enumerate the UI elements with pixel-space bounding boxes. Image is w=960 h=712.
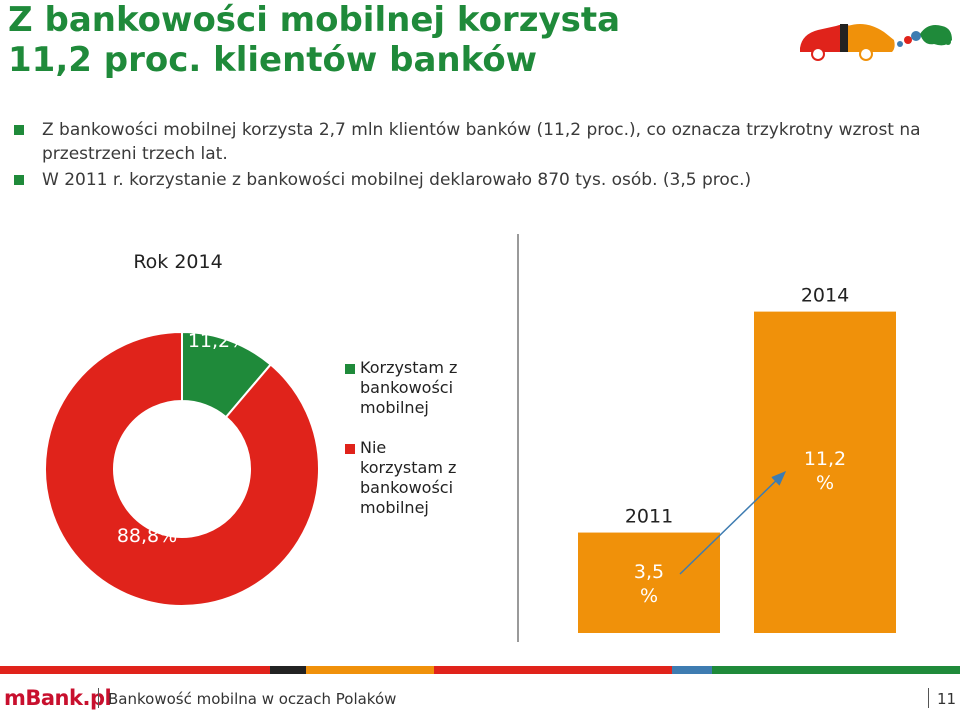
bar-value-label: % <box>640 585 658 607</box>
chart-title: Rok 2014 <box>133 251 222 273</box>
footer-stripe <box>0 666 960 674</box>
footer-separator <box>98 688 99 708</box>
legend-label: mobilnej <box>360 498 429 517</box>
legend-label: bankowości <box>360 478 453 497</box>
cars-logo-icon <box>800 24 952 61</box>
donut-slice <box>44 330 320 607</box>
bullet-square-icon <box>14 175 24 185</box>
bullet-square-icon <box>14 125 24 135</box>
bar-category-label: 2011 <box>625 506 673 528</box>
legend-label: mobilnej <box>360 398 429 417</box>
footer-stripe-segment <box>712 666 960 674</box>
footer-separator <box>928 688 929 708</box>
page-title: Z bankowości mobilnej korzysta 11,2 proc… <box>8 0 768 80</box>
legend-label: korzystam z <box>360 458 456 477</box>
legend-swatch <box>345 444 355 454</box>
legend-label: bankowości <box>360 378 453 397</box>
footer-stripe-segment <box>0 666 270 674</box>
footer-caption: Bankowość mobilna w oczach Polaków <box>108 690 397 708</box>
footer-stripe-segment <box>306 666 434 674</box>
page-number: 11 <box>937 690 957 708</box>
bar <box>578 532 720 633</box>
title-line-2: 11,2 proc. klientów banków <box>8 40 538 80</box>
legend-label: Korzystam z <box>360 358 457 377</box>
bullet-text: Z bankowości mobilnej korzysta 2,7 mln k… <box>42 120 921 164</box>
footer-stripe-segment <box>434 666 672 674</box>
footer-stripe-segment <box>672 666 712 674</box>
legend-label: Nie <box>360 438 386 457</box>
donut-chart: Rok 2014 11,2%88,8% Korzystam zbankowośc… <box>44 251 457 607</box>
chart-divider <box>517 234 519 642</box>
bullet-item: W 2011 r. korzystanie z bankowości mobil… <box>14 168 944 192</box>
brand-logo[interactable]: mBank.pl <box>4 686 112 710</box>
footer-stripe-segment <box>270 666 306 674</box>
growth-arrow-icon <box>679 470 787 575</box>
donut-data-label: 88,8% <box>117 525 177 547</box>
bar-category-label: 2014 <box>801 285 849 307</box>
footer: mBank.pl Bankowość mobilna w oczach Pola… <box>0 682 960 712</box>
bullet-text: W 2011 r. korzystanie z bankowości mobil… <box>42 170 752 190</box>
bullet-item: Z bankowości mobilnej korzysta 2,7 mln k… <box>14 118 944 166</box>
legend-swatch <box>345 364 355 374</box>
donut-data-label: 11,2% <box>188 330 248 352</box>
bar-value-label: 11,2 <box>804 448 846 470</box>
title-line-1: Z bankowości mobilnej korzysta <box>8 0 621 40</box>
bar-value-label: % <box>816 472 834 494</box>
bar-value-label: 3,5 <box>634 561 664 583</box>
bullet-list: Z bankowości mobilnej korzysta 2,7 mln k… <box>14 118 944 194</box>
